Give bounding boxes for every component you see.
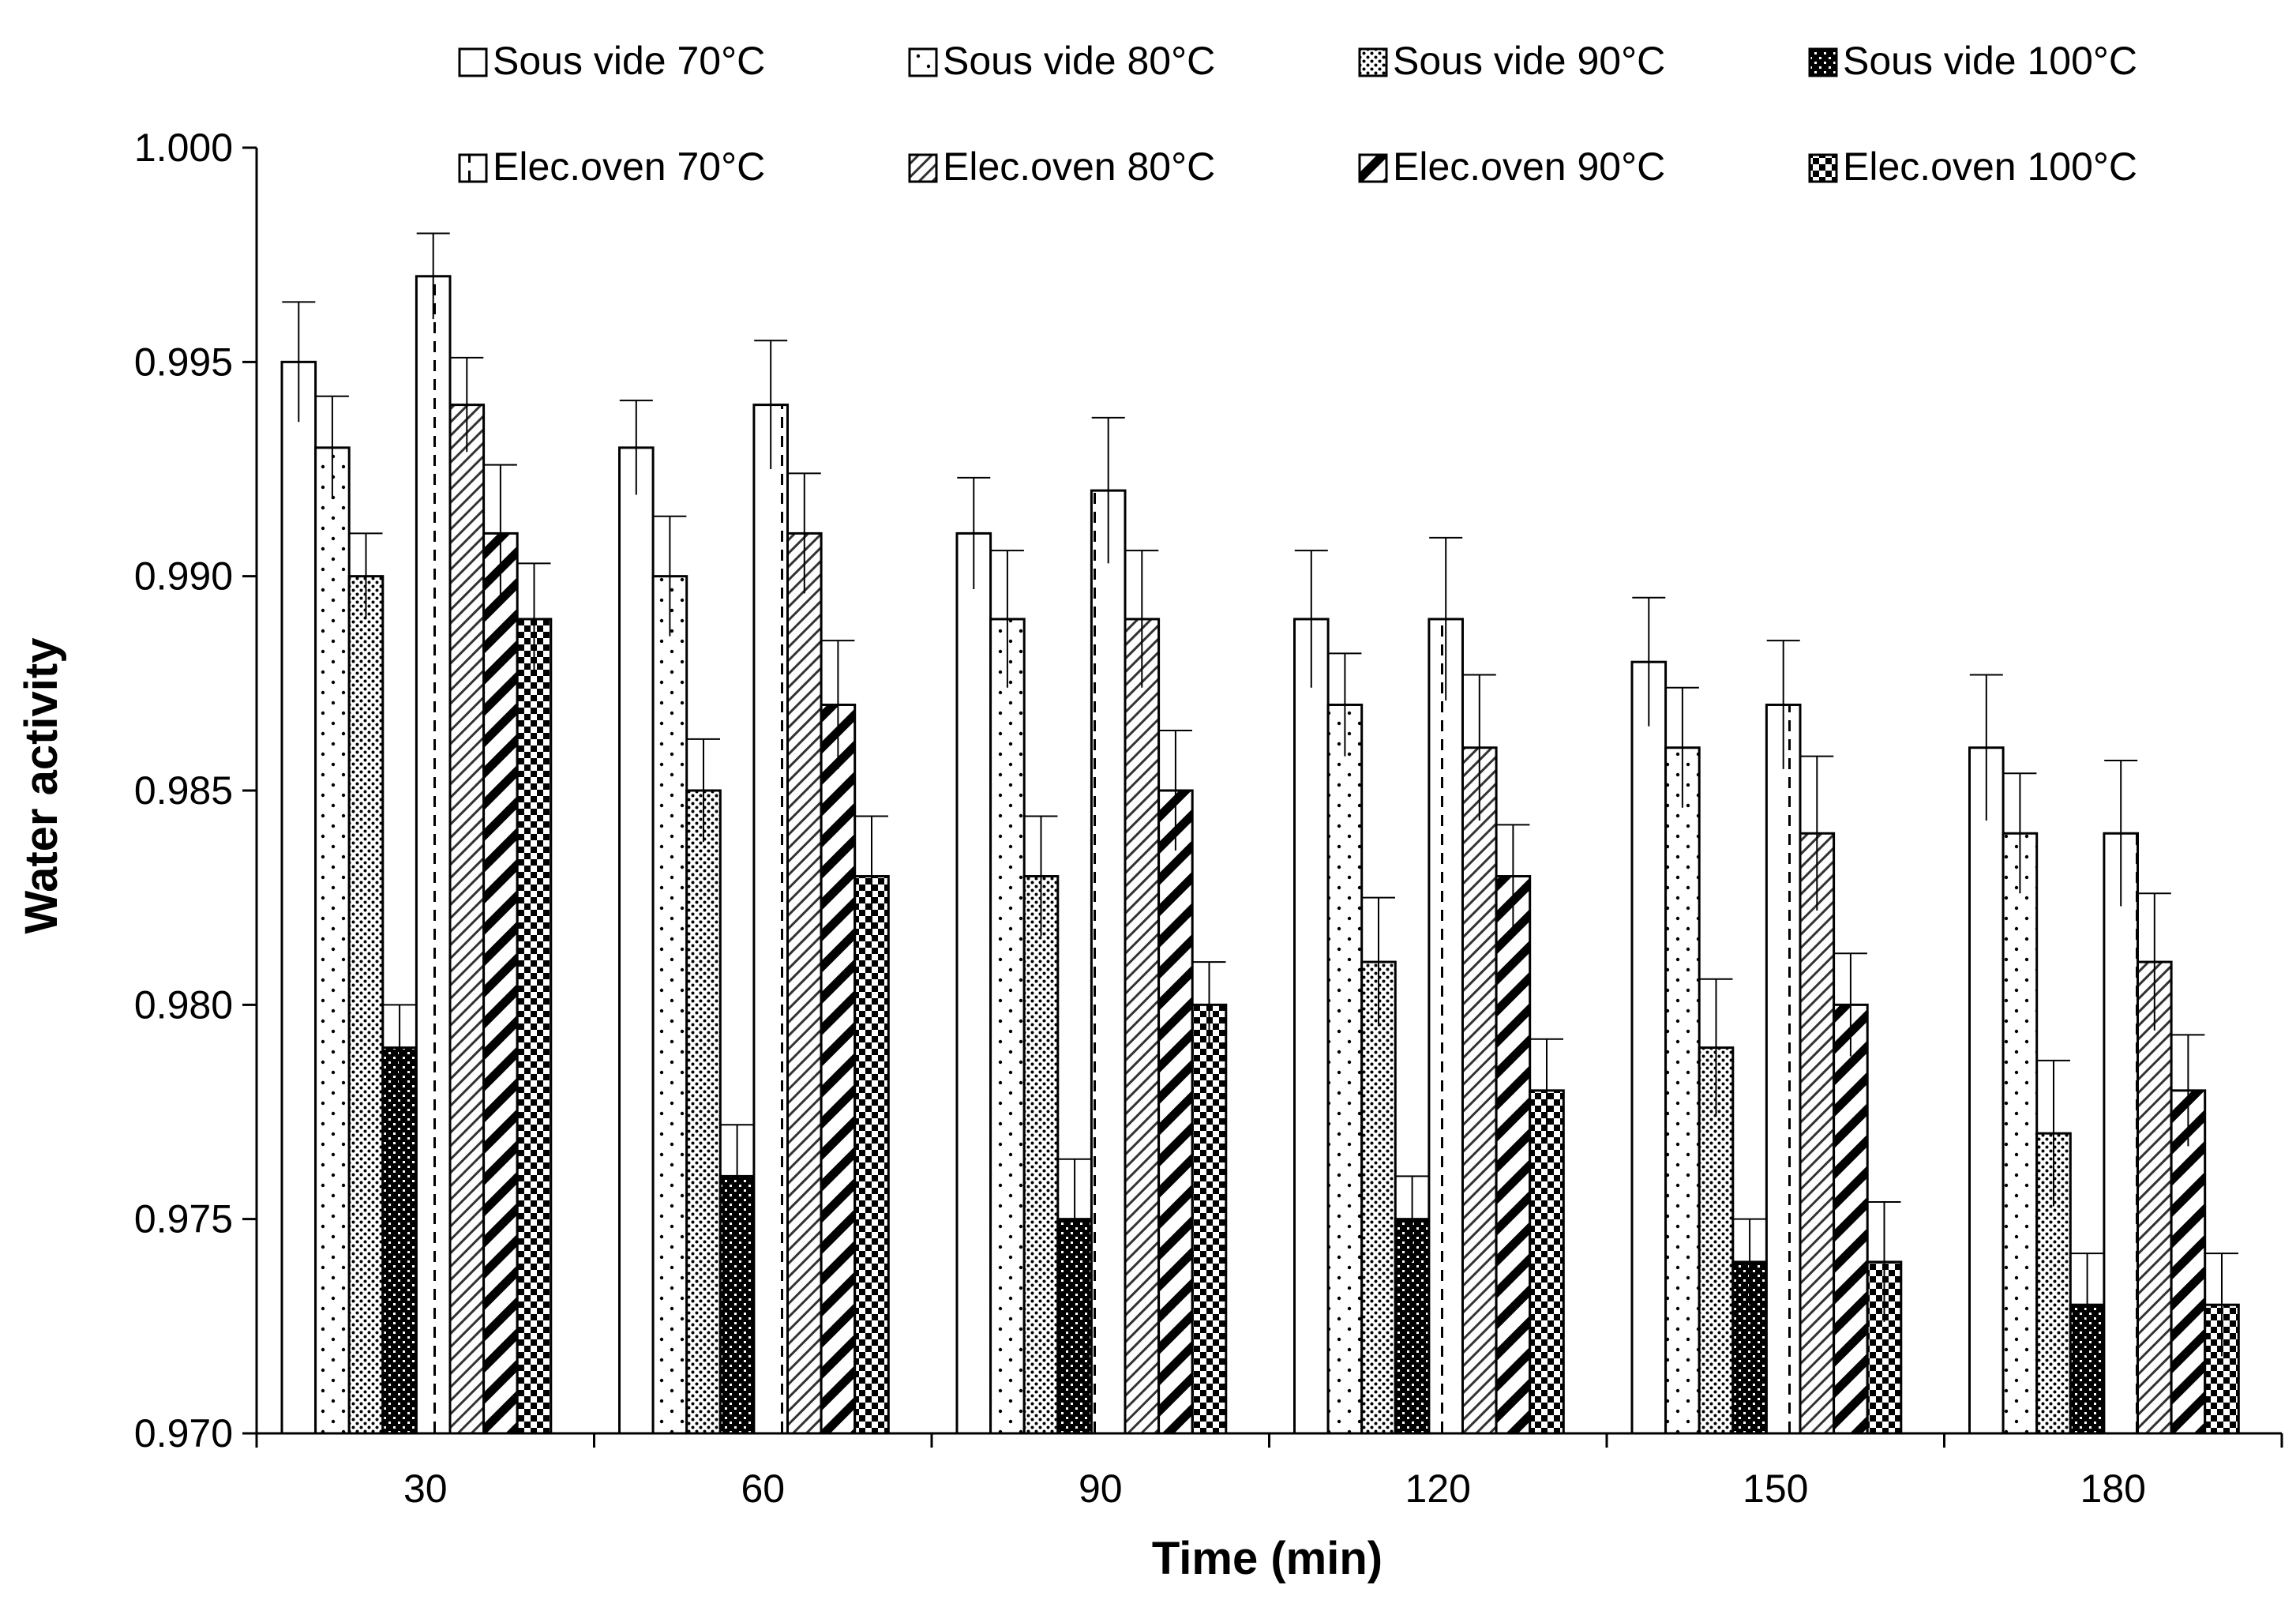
bar [989,618,1026,1435]
bar [415,275,452,1435]
bars [280,275,2240,1435]
bar [2103,832,2139,1435]
x-tick-label: 30 [403,1467,448,1511]
bar [1833,1003,1869,1435]
bar [1124,618,1161,1435]
x-axis-title: Time (min) [1152,1533,1382,1584]
bar [1157,789,1194,1435]
bar [618,446,655,1435]
bar [752,404,790,1435]
legend-swatch [458,47,488,77]
bar [314,446,351,1435]
legend-swatch [908,47,938,77]
bar [2001,832,2039,1435]
legend-swatch [1808,153,1838,183]
x-tick-label: 180 [2080,1467,2146,1511]
bar [1495,875,1532,1435]
bar [1799,832,1836,1435]
bar [1293,618,1330,1435]
bar [1191,1003,1228,1435]
legend-label: Sous vide 70°C [493,39,765,83]
bar [2137,960,2173,1435]
y-tick-label: 0.985 [134,768,233,813]
y-tick-label: 0.980 [134,982,233,1027]
error-bars [282,232,2238,1357]
y-tick-label: 0.975 [134,1197,233,1241]
legend-swatch [1358,153,1388,183]
bar [1765,703,1802,1435]
bar [1360,960,1397,1435]
x-tick-label: 60 [741,1467,785,1511]
bar [1090,489,1127,1435]
x-tick-label: 150 [1743,1467,1808,1511]
bar [1461,746,1498,1435]
bar [955,531,992,1435]
bar [2170,1089,2207,1435]
y-tick-label: 0.990 [134,554,233,599]
bar [482,531,519,1435]
bar [1022,875,1060,1435]
axes: 0.970 0.975 0.980 0.985 0.990 0.995 1.000 30 60 9… [134,126,2283,1511]
legend-swatch [908,153,938,183]
legend-swatch [1808,47,1838,77]
x-tick-label: 120 [1405,1467,1471,1511]
bar [1968,746,2005,1435]
legend-label: Elec.oven 70°C [493,145,765,189]
legend-swatch [1358,47,1388,77]
legend: Sous vide 70°C Sous vide 80°C Sous vide 90… [458,39,2137,189]
bar [1427,618,1465,1435]
legend-label: Sous vide 80°C [943,39,1215,83]
bar [786,531,823,1435]
y-tick-label: 0.995 [134,340,233,384]
y-axis-title: Water activity [16,638,67,934]
bar [651,575,688,1435]
legend-swatch [458,153,488,183]
y-tick-label: 0.970 [134,1411,233,1455]
legend-label: Sous vide 100°C [1843,39,2137,83]
bar [853,875,890,1435]
bar [1664,746,1701,1435]
bar [1630,660,1668,1435]
bar [820,703,857,1435]
legend-label: Elec.oven 90°C [1393,145,1665,189]
bar [516,618,553,1435]
bar [280,360,317,1435]
legend-label: Elec.oven 100°C [1843,145,2137,189]
bar [1326,703,1364,1435]
y-tick-label: 1.000 [134,126,233,170]
bar [685,789,722,1435]
legend-label: Sous vide 90°C [1393,39,1665,83]
bar [381,1046,418,1435]
x-tick-label: 90 [1079,1467,1123,1511]
bar [347,575,385,1435]
bar [448,404,486,1435]
legend-label: Elec.oven 80°C [943,145,1215,189]
